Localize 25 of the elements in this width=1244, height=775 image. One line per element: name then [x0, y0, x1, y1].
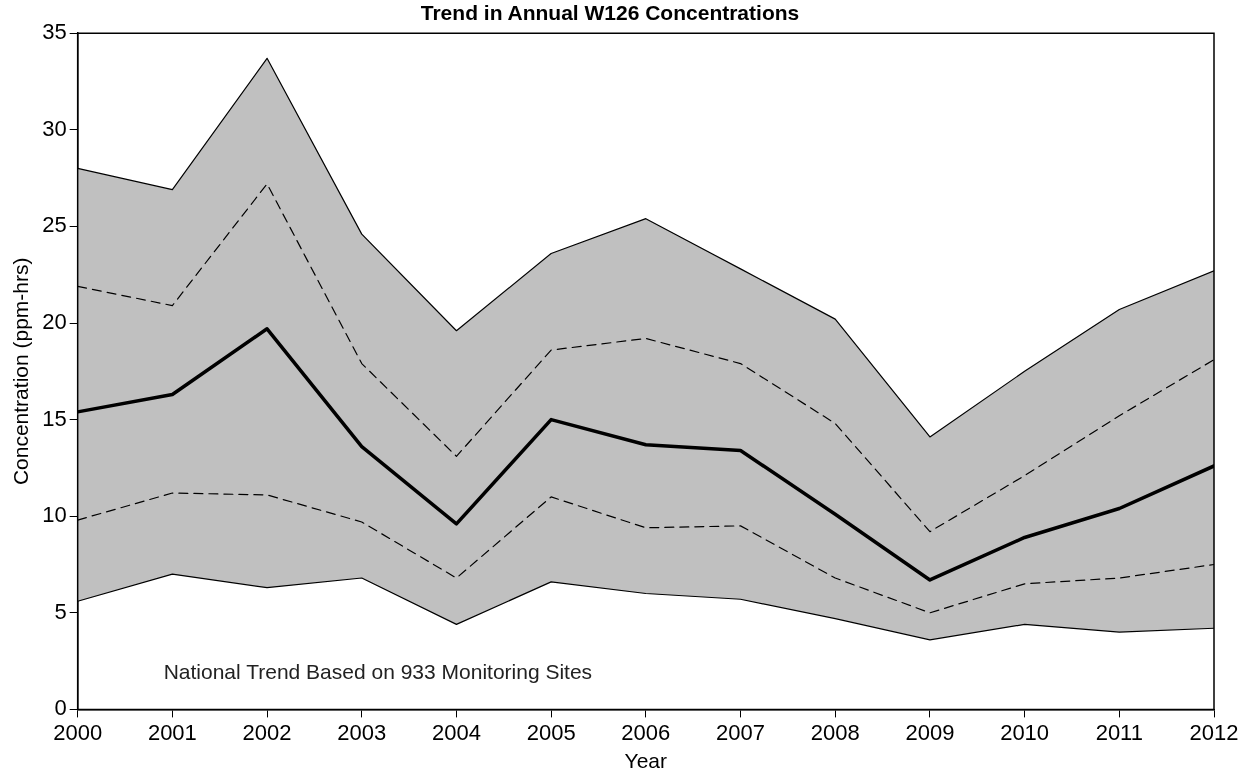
- x-tick-label: 2011: [1095, 719, 1143, 745]
- annotation: National Trend Based on 933 Monitoring Sites: [163, 660, 593, 684]
- x-tick-label: 2012: [1189, 719, 1239, 745]
- y-tick-label: 35: [42, 19, 67, 45]
- x-axis-title: Year: [624, 749, 668, 773]
- x-tick-label: 2007: [716, 719, 766, 745]
- y-tick-label: 0: [54, 695, 67, 721]
- x-tick-label: 2000: [53, 719, 103, 745]
- y-tick-label: 5: [54, 598, 67, 624]
- chart-title: Trend in Annual W126 Concentrations: [420, 1, 800, 25]
- x-tick-label: 2005: [526, 719, 576, 745]
- x-tick-label: 2006: [621, 719, 671, 745]
- x-tick-label: 2004: [431, 719, 481, 745]
- x-tick-label: 2003: [337, 719, 387, 745]
- x-tick-label: 2002: [242, 719, 292, 745]
- y-tick-label: 10: [42, 502, 67, 528]
- x-tick-label: 2008: [810, 719, 860, 745]
- y-tick-label: 25: [42, 212, 67, 238]
- x-tick-label: 2010: [1000, 719, 1050, 745]
- x-tick-label: 2009: [905, 719, 955, 745]
- y-axis-title: Concentration (ppm-hrs): [9, 257, 33, 486]
- x-tick-label: 2001: [147, 719, 197, 745]
- y-tick-label: 20: [42, 309, 67, 335]
- y-tick-label: 30: [42, 115, 67, 141]
- y-tick-label: 15: [42, 405, 67, 431]
